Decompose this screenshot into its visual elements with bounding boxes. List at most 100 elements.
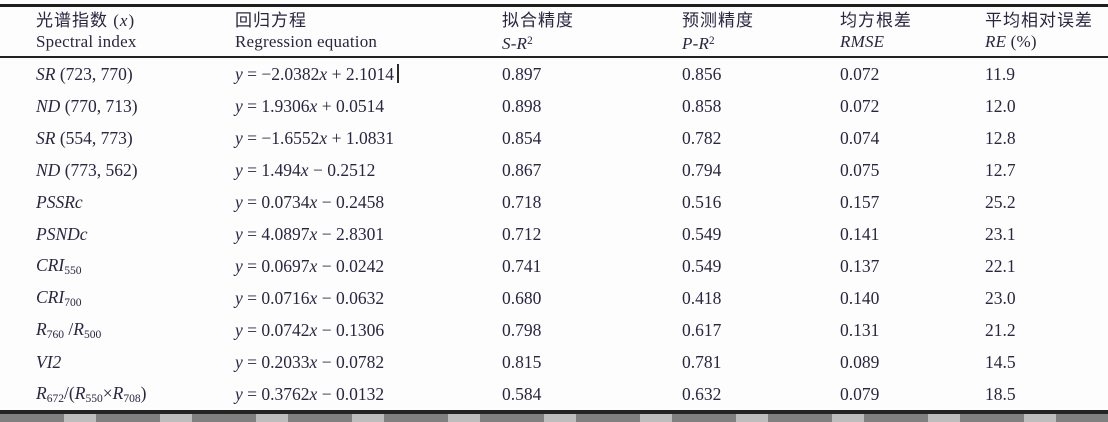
header-en-label: RE (%) [985, 32, 1037, 51]
equation-cell: y = −1.6552x + 1.0831 [235, 127, 394, 148]
pr2-cell: 0.781 [682, 351, 722, 372]
header-zh-label: 回归方程 [235, 11, 307, 30]
table-row: VI2 y = 0.2033x − 0.0782 0.815 0.781 0.089 14… [0, 346, 1108, 378]
spectral-index-cell: CRI700 [36, 286, 82, 310]
header-zh-label: 平均相对误差 [985, 11, 1093, 30]
equation-cell: y = 0.0742x − 0.1306 [235, 319, 385, 340]
pr2-cell: 0.856 [682, 63, 722, 84]
pr2-cell: 0.418 [682, 287, 722, 308]
re-cell: 25.2 [985, 191, 1016, 212]
sr2-cell: 0.718 [502, 191, 542, 212]
table-top-rule [0, 4, 1108, 7]
table-body: SR (723, 770) y = −2.0382x + 2.1014 0.897 0… [0, 57, 1108, 410]
paper-table-page: 光谱指数 (x) Spectral index 回归方程 Regression equ… [0, 4, 1108, 422]
spectral-index-cell: R760 /R500 [36, 318, 102, 342]
table-row: CRI550 y = 0.0697x − 0.0242 0.741 0.549 0.13… [0, 250, 1108, 282]
sr2-cell: 0.867 [502, 159, 542, 180]
equation-cell: y = 0.0734x − 0.2458 [235, 191, 385, 212]
column-header-re: 平均相对误差 RE (%) [955, 7, 1108, 59]
pr2-cell: 0.617 [682, 319, 722, 340]
table-row: ND (770, 713) y = 1.9306x + 0.0514 0.898 0.… [0, 90, 1108, 122]
re-cell: 12.8 [985, 127, 1016, 148]
column-header-s-r2: 拟合精度 S-R2 [470, 7, 650, 59]
pr2-cell: 0.632 [682, 383, 722, 404]
rmse-cell: 0.074 [840, 127, 880, 148]
equation-cell: y = 0.2033x − 0.0782 [235, 351, 385, 372]
sr2-cell: 0.712 [502, 223, 542, 244]
column-header-regression-equation: 回归方程 Regression equation [200, 7, 470, 59]
table-row: PSSRc y = 0.0734x − 0.2458 0.718 0.516 0.157… [0, 186, 1108, 218]
table-row: SR (554, 773) y = −1.6552x + 1.0831 0.854 0… [0, 122, 1108, 154]
equation-cell: y = 0.0716x − 0.0632 [235, 287, 385, 308]
rmse-cell: 0.137 [840, 255, 880, 276]
rmse-cell: 0.131 [840, 319, 880, 340]
rmse-cell: 0.072 [840, 63, 880, 84]
table-bottom-rule [0, 410, 1108, 415]
header-row: 光谱指数 (x) Spectral index 回归方程 Regression equ… [0, 7, 1108, 59]
spectral-index-cell: PSSRc [36, 191, 83, 212]
spectral-index-cell: SR (554, 773) [36, 127, 133, 148]
header-en-label: Regression equation [235, 32, 378, 51]
table-row: R760 /R500 y = 0.0742x − 0.1306 0.798 0.617… [0, 314, 1108, 346]
pr2-cell: 0.549 [682, 255, 722, 276]
rmse-cell: 0.072 [840, 95, 880, 116]
spectral-index-cell: CRI550 [36, 254, 82, 278]
rmse-cell: 0.140 [840, 287, 880, 308]
sr2-cell: 0.584 [502, 383, 542, 404]
equation-cell: y = 0.0697x − 0.0242 [235, 255, 385, 276]
header-en-label: S-R2 [502, 34, 533, 54]
rmse-cell: 0.157 [840, 191, 880, 212]
table-row: R672/(R550×R708) y = 0.3762x − 0.0132 0.58… [0, 378, 1108, 410]
sr2-cell: 0.898 [502, 95, 542, 116]
re-cell: 21.2 [985, 319, 1016, 340]
rmse-cell: 0.079 [840, 383, 880, 404]
re-cell: 23.1 [985, 223, 1016, 244]
rmse-cell: 0.089 [840, 351, 880, 372]
re-cell: 14.5 [985, 351, 1016, 372]
equation-cell: y = 1.9306x + 0.0514 [235, 95, 385, 116]
spectral-index-cell: R672/(R550×R708) [36, 382, 147, 406]
re-cell: 12.7 [985, 159, 1016, 180]
re-cell: 22.1 [985, 255, 1016, 276]
table-row: SR (723, 770) y = −2.0382x + 2.1014 0.897 0… [0, 57, 1108, 90]
header-en-label: RMSE [840, 32, 885, 51]
results-table: 光谱指数 (x) Spectral index 回归方程 Regression equ… [0, 7, 1108, 410]
header-zh-label: 预测精度 [682, 11, 754, 30]
table-row: PSNDc y = 4.0897x − 2.8301 0.712 0.549 0.141… [0, 218, 1108, 250]
equation-cell: y = 4.0897x − 2.8301 [235, 223, 385, 244]
rmse-cell: 0.141 [840, 223, 880, 244]
pr2-cell: 0.794 [682, 159, 722, 180]
spectral-index-cell: ND (770, 713) [36, 95, 138, 116]
re-cell: 18.5 [985, 383, 1016, 404]
pr2-cell: 0.549 [682, 223, 722, 244]
column-header-spectral-index: 光谱指数 (x) Spectral index [0, 7, 200, 59]
sr2-cell: 0.854 [502, 127, 542, 148]
spectral-index-cell: VI2 [36, 351, 62, 372]
pr2-cell: 0.516 [682, 191, 722, 212]
table-row: CRI700 y = 0.0716x − 0.0632 0.680 0.418 0.14… [0, 282, 1108, 314]
column-header-p-r2: 预测精度 P-R2 [650, 7, 810, 59]
pr2-cell: 0.782 [682, 127, 722, 148]
sr2-cell: 0.680 [502, 287, 542, 308]
header-zh-label: 均方根差 [840, 11, 912, 30]
text-cursor [396, 63, 399, 83]
table-header: 光谱指数 (x) Spectral index 回归方程 Regression equ… [0, 7, 1108, 59]
spectral-index-cell: ND (773, 562) [36, 159, 138, 180]
rmse-cell: 0.075 [840, 159, 880, 180]
header-zh-label: 拟合精度 [502, 11, 574, 30]
equation-cell: y = −2.0382x + 2.1014 [200, 57, 470, 90]
bottom-edge-strip [0, 414, 1108, 422]
pr2-cell: 0.858 [682, 95, 722, 116]
equation-cell: y = 0.3762x − 0.0132 [235, 383, 385, 404]
table-row: ND (773, 562) y = 1.494x − 0.2512 0.867 0.7… [0, 154, 1108, 186]
sr2-cell: 0.741 [502, 255, 542, 276]
re-cell: 11.9 [985, 63, 1015, 84]
re-cell: 12.0 [985, 95, 1016, 116]
header-zh-label: 光谱指数 (x) [36, 11, 136, 30]
sr2-cell: 0.897 [502, 63, 542, 84]
spectral-index-cell: SR (723, 770) [36, 63, 133, 84]
column-header-rmse: 均方根差 RMSE [810, 7, 955, 59]
header-en-label: P-R2 [682, 34, 715, 54]
equation-cell: y = 1.494x − 0.2512 [235, 159, 376, 180]
re-cell: 23.0 [985, 287, 1016, 308]
